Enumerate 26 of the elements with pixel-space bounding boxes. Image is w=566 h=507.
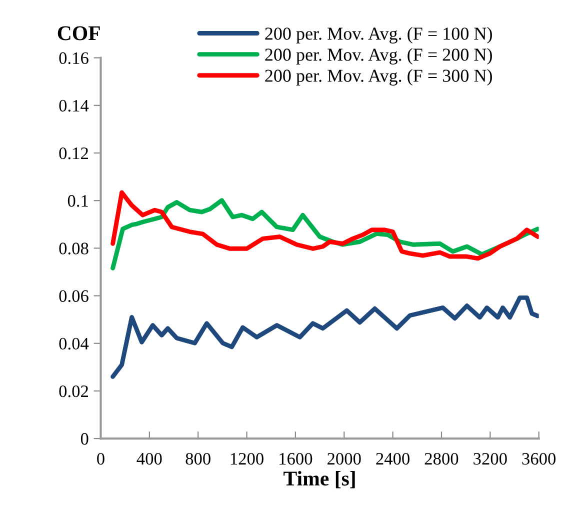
y-axis-title: COF (58, 26, 100, 40)
y-tick-label: 0.12 (59, 147, 88, 160)
x-tick-label: 2400 (376, 452, 410, 465)
x-tick-label: 2000 (328, 452, 361, 465)
y-tick-label: 0.16 (59, 52, 88, 64)
y-tick-label: 0 (80, 433, 88, 445)
line-series (110, 295, 539, 379)
legend-label: 200 per. Mov. Avg. (F = 300 N) (265, 69, 492, 86)
legend-label: 200 per. Mov. Avg. (F = 200 N) (265, 48, 492, 65)
x-tick-label: 400 (136, 452, 162, 465)
y-tick-label: 0.02 (59, 385, 88, 398)
x-tick-label: 3600 (522, 452, 556, 465)
y-tick-label: 0.06 (59, 290, 88, 302)
x-tick-label: 3200 (474, 452, 507, 465)
y-tick-label: 0.1 (68, 195, 88, 207)
legend-label: 200 per. Mov. Avg. (F = 100 N) (265, 27, 492, 44)
x-tick-label: 1600 (280, 452, 312, 465)
line-series (110, 190, 539, 261)
x-tick-label: 0 (97, 452, 104, 465)
x-tick-label: 1200 (230, 452, 264, 465)
x-tick-label: 2800 (424, 452, 458, 465)
y-tick-label: 0.08 (59, 242, 88, 254)
x-axis-title: Time [s] (284, 470, 355, 488)
y-tick-label: 0.04 (59, 338, 89, 350)
x-tick-label: 800 (186, 452, 210, 465)
y-tick-label: 0.14 (59, 100, 89, 112)
